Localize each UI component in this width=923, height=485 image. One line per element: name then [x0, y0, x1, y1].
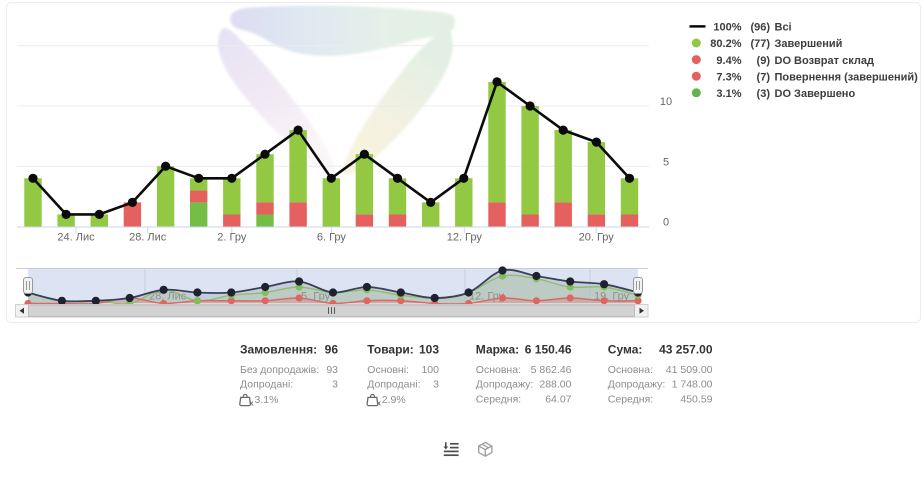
svg-text:(77): (77) — [750, 38, 770, 50]
svg-text:Допродані:: Допродані: — [367, 379, 420, 391]
svg-text:100%: 100% — [713, 22, 741, 34]
svg-text:0: 0 — [663, 217, 669, 229]
svg-text:(3): (3) — [757, 88, 771, 100]
svg-text:Середня:: Середня: — [608, 393, 653, 405]
svg-text:96: 96 — [325, 343, 339, 357]
svg-text:1 748.00: 1 748.00 — [672, 379, 713, 391]
svg-text:9.4%: 9.4% — [716, 55, 741, 67]
svg-text:93: 93 — [326, 364, 338, 376]
svg-text:3: 3 — [332, 379, 338, 391]
svg-text:DO Возврат склад: DO Возврат склад — [775, 55, 874, 67]
svg-text:12. Гру: 12. Гру — [447, 232, 483, 244]
svg-text:28. Лис: 28. Лис — [129, 232, 167, 244]
svg-text:3.1%: 3.1% — [255, 394, 279, 406]
svg-text:x: x — [377, 398, 382, 407]
svg-text:2.9%: 2.9% — [382, 394, 406, 406]
svg-text:3: 3 — [433, 379, 439, 391]
svg-text:64.07: 64.07 — [545, 393, 571, 405]
svg-text:(9): (9) — [757, 55, 771, 67]
svg-text:10: 10 — [660, 96, 672, 108]
svg-text:80.2%: 80.2% — [710, 38, 741, 50]
svg-text:24. Лис: 24. Лис — [57, 232, 95, 244]
svg-text:Допродані:: Допродані: — [240, 379, 293, 391]
svg-text:Маржа:: Маржа: — [476, 343, 519, 357]
svg-text:100: 100 — [421, 364, 439, 376]
svg-text:x: x — [249, 398, 254, 407]
svg-text:2. Гру: 2. Гру — [217, 232, 247, 244]
svg-text:288.00: 288.00 — [539, 379, 571, 391]
svg-text:20. Гру: 20. Гру — [579, 232, 615, 244]
svg-text:7.3%: 7.3% — [716, 71, 741, 83]
svg-text:5 862.46: 5 862.46 — [531, 364, 572, 376]
svg-text:6. Гру: 6. Гру — [317, 232, 347, 244]
svg-text:43 257.00: 43 257.00 — [659, 343, 713, 357]
svg-text:5: 5 — [663, 156, 669, 168]
svg-text:Основна:: Основна: — [476, 364, 521, 376]
svg-text:41 509.00: 41 509.00 — [666, 364, 713, 376]
svg-text:Замовлення:: Замовлення: — [240, 343, 317, 357]
svg-text:Основна:: Основна: — [608, 364, 653, 376]
svg-text:Допродажу:: Допродажу: — [476, 379, 533, 391]
svg-text:6 150.46: 6 150.46 — [525, 343, 572, 357]
svg-text:Повернення (завершений): Повернення (завершений) — [775, 71, 919, 83]
svg-text:103: 103 — [419, 343, 439, 357]
svg-text:Сума:: Сума: — [608, 343, 643, 357]
svg-text:450.59: 450.59 — [680, 393, 712, 405]
svg-text:Допродажу:: Допродажу: — [608, 379, 665, 391]
svg-text:3.1%: 3.1% — [716, 88, 741, 100]
svg-text:12. Гру: 12. Гру — [469, 291, 505, 303]
svg-text:Основні:: Основні: — [367, 364, 409, 376]
svg-text:DO Завершено: DO Завершено — [775, 88, 856, 100]
svg-text:Без допродажів:: Без допродажів: — [240, 364, 319, 376]
svg-text:Товари:: Товари: — [367, 343, 414, 357]
svg-text:Завершений: Завершений — [775, 38, 843, 50]
svg-text:(7): (7) — [757, 71, 771, 83]
svg-text:Середня:: Середня: — [476, 393, 521, 405]
svg-text:(96): (96) — [750, 22, 770, 34]
svg-text:Всі: Всі — [775, 22, 792, 34]
